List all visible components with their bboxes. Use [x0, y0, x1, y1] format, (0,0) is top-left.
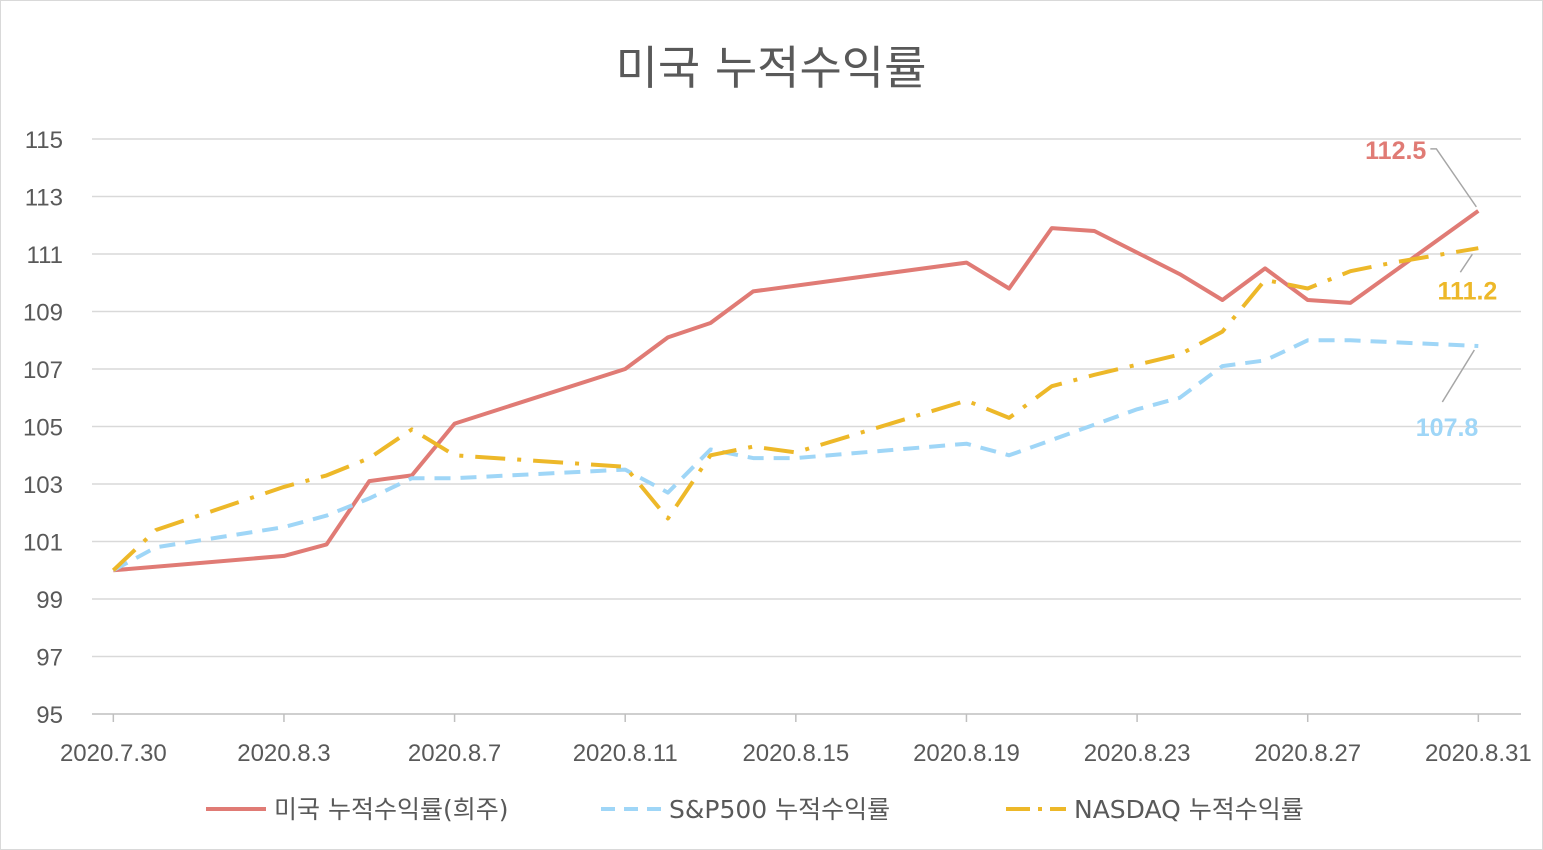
gridlines: [92, 138, 1521, 658]
x-tick-label: 2020.8.11: [573, 740, 678, 767]
chart-title: 미국 누적수익률: [616, 41, 927, 95]
y-tick-label: 111: [27, 242, 63, 269]
x-tick-label: 2020.8.19: [913, 740, 1020, 767]
y-tick-label: 97: [36, 645, 63, 672]
x-tick-label: 2020.8.27: [1254, 740, 1361, 767]
data-label-leader: [1459, 253, 1473, 273]
x-tick-label: 2020.8.3: [237, 740, 330, 767]
x-axis-tick-labels: 2020.7.30 2020.8.3 2020.8.7 2020.8.11 2020.8…: [60, 740, 1532, 767]
legend: 미국 누적수익률(희주) S&P500 누적수익률 NASDAQ 누적수익률: [206, 795, 1304, 824]
y-tick-label: 103: [23, 472, 63, 499]
data-label-leader: [1441, 349, 1475, 403]
y-tick-label: 105: [23, 415, 63, 442]
series-line-0: [113, 209, 1480, 573]
x-tick-label: 2020.7.30: [60, 740, 167, 767]
y-tick-label: 95: [36, 702, 63, 729]
y-tick-label: 109: [23, 300, 63, 327]
data-label: 111.2: [1438, 277, 1498, 305]
data-label: 112.5: [1365, 137, 1426, 165]
data-label-leader: [1430, 148, 1477, 208]
series-line-1: [112, 338, 1479, 573]
x-tick-label: 2020.8.31: [1425, 740, 1532, 767]
y-tick-label: 107: [23, 357, 63, 384]
x-tick-label: 2020.8.7: [408, 740, 501, 767]
x-axis: [92, 713, 1521, 722]
y-axis: 95 97 99 101 103 105 107 109 111 113 115: [23, 127, 63, 729]
series-lines: [111, 209, 1480, 573]
y-tick-label: 115: [25, 127, 63, 154]
x-tick-label: 2020.8.23: [1084, 740, 1191, 767]
series-line-2: [111, 246, 1479, 572]
y-tick-label: 101: [23, 530, 63, 557]
legend-item-label: NASDAQ 누적수익률: [1074, 795, 1304, 824]
legend-item-label: S&P500 누적수익률: [669, 795, 890, 824]
y-tick-label: 113: [25, 185, 63, 212]
data-label: 107.8: [1416, 414, 1479, 442]
legend-item-label: 미국 누적수익률(희주): [274, 795, 508, 824]
y-tick-label: 99: [36, 587, 63, 614]
x-tick-label: 2020.8.15: [742, 740, 849, 767]
data-labels: 112.5 111.2 107.8: [1365, 137, 1497, 442]
